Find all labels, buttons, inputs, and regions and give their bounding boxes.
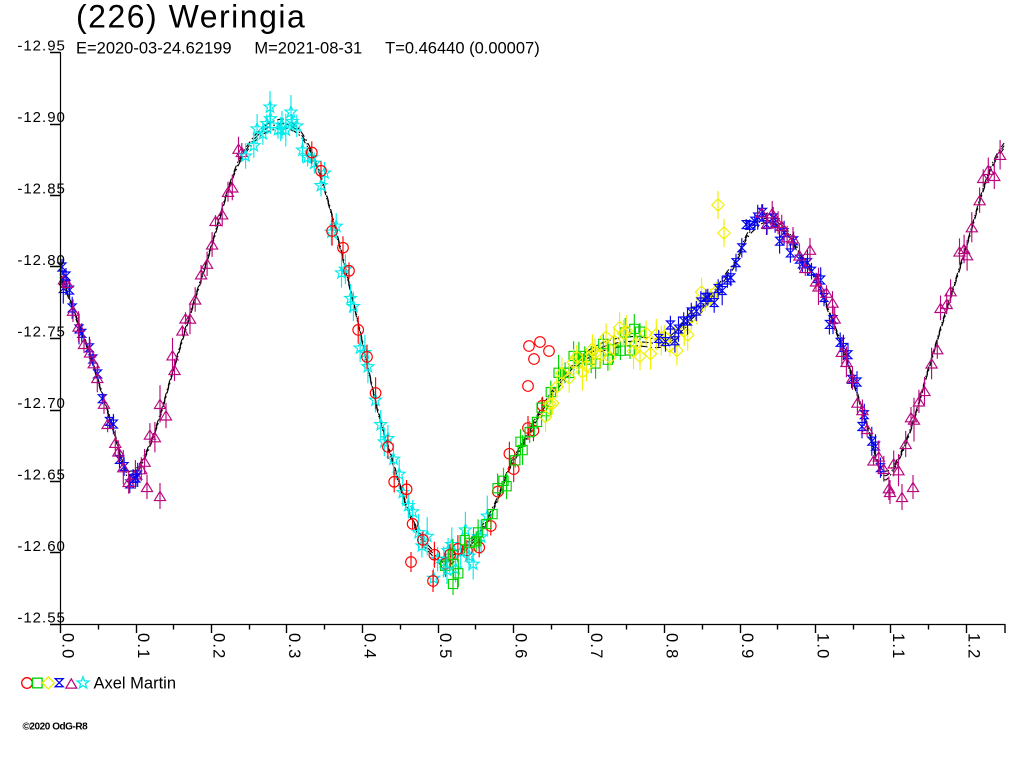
svg-text:E=2020-03-24.62199 M=2021-: E=2020-03-24.62199 M=2021-08-31 T=0.4644…	[76, 40, 540, 58]
svg-text:0.9: 0.9	[738, 633, 756, 660]
svg-text:0.3: 0.3	[285, 633, 303, 660]
svg-text:-12.65: -12.65	[17, 467, 66, 484]
svg-text:0.6: 0.6	[512, 633, 530, 660]
svg-text:Axel Martin: Axel Martin	[94, 675, 177, 693]
svg-text:-12.55: -12.55	[17, 610, 66, 627]
svg-text:-12.75: -12.75	[17, 324, 66, 341]
svg-text:1.1: 1.1	[889, 633, 907, 660]
svg-text:-12.85: -12.85	[17, 181, 66, 198]
svg-text:-12.80: -12.80	[17, 252, 66, 269]
svg-text:-12.60: -12.60	[17, 538, 66, 555]
svg-text:1.2: 1.2	[965, 633, 983, 660]
svg-text:1.0: 1.0	[814, 633, 832, 660]
svg-text:0.0: 0.0	[59, 633, 77, 660]
svg-text:0.7: 0.7	[587, 633, 605, 660]
svg-text:-12.95: -12.95	[17, 38, 66, 55]
svg-text:(226) Weringia: (226) Weringia	[76, 0, 306, 35]
svg-text:0.2: 0.2	[210, 633, 228, 660]
svg-text:-12.90: -12.90	[17, 109, 66, 126]
svg-text:0.1: 0.1	[134, 633, 152, 660]
svg-text:©2020 OdG-R8: ©2020 OdG-R8	[23, 722, 89, 733]
svg-text:0.4: 0.4	[361, 633, 379, 660]
svg-text:0.5: 0.5	[436, 633, 454, 660]
svg-text:0.8: 0.8	[663, 633, 681, 660]
svg-text:-12.70: -12.70	[17, 395, 66, 412]
